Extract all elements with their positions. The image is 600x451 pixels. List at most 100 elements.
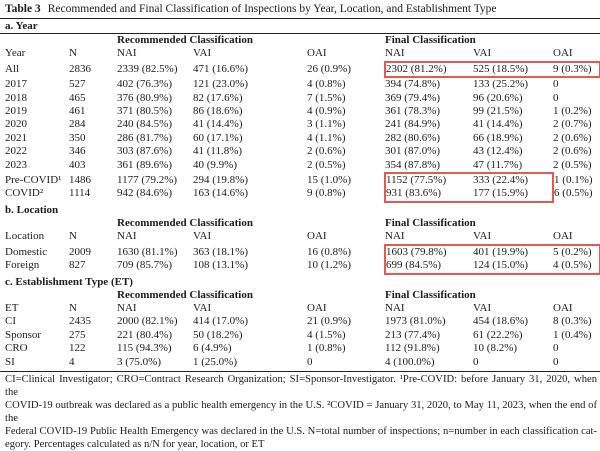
table-cell: 0: [553, 91, 559, 104]
column-header: N: [69, 230, 77, 243]
table-cell: 133 (25.2%): [473, 78, 529, 91]
table-row: CI 2435 2000 (82.1%) 414 (17.0%) 21 (0.9%) 19…: [0, 315, 600, 328]
table-cell: 86 (18.6%): [193, 105, 243, 118]
table-cell: 2 (0.6%): [553, 131, 592, 144]
spacer-cell: [0, 34, 117, 47]
table-cell: 354 (87.8%): [385, 158, 441, 171]
group-header-row: Recommended Classification Final Classifi…: [0, 34, 600, 47]
table-row: 2023 403 361 (89.6%) 40 (9.9%) 2 (0.5%) 354 (…: [0, 159, 600, 173]
table-cell: 350: [69, 131, 86, 144]
table-cell: 1114: [69, 187, 91, 200]
table-cell: 6 (0.5%): [554, 187, 593, 200]
table-row: 2017 527 402 (76.3%) 121 (23.0%) 4 (0.8%) 394…: [0, 77, 600, 91]
row-label: 2020: [5, 118, 27, 131]
highlighted-cell: 124 (15.0%): [473, 259, 554, 275]
column-header: OAI: [307, 230, 327, 243]
row-label: Foreign: [5, 259, 40, 272]
table-cell: 0: [553, 342, 559, 355]
table-cell: 275: [69, 328, 86, 341]
table-cell: 40 (9.9%): [193, 158, 237, 171]
table-cell: 361 (78.3%): [385, 105, 441, 118]
table-cell: 4 (0.9%): [307, 105, 346, 118]
column-header: NAI: [117, 47, 137, 60]
group-header-row: Recommended Classification Final Classifi…: [0, 217, 600, 230]
table-cell: 121 (23.0%): [193, 78, 248, 91]
table-cell: 465: [69, 91, 86, 104]
table-cell: 527: [69, 78, 86, 91]
recommended-classification-header: Recommended Classification: [117, 34, 253, 46]
table-cell: 2435: [69, 315, 91, 328]
row-label: All: [5, 62, 20, 75]
table-cell: 2 (0.6%): [307, 145, 346, 158]
table-cell: 10 (8.2%): [473, 342, 518, 355]
footnote-line: COVID-19 outbreak was declared as a publ…: [5, 399, 597, 424]
table-cell: 241 (84.9%): [385, 118, 441, 131]
table-row: 2018 465 376 (80.9%) 82 (17.6%) 7 (1.5%) 369 …: [0, 92, 600, 105]
table-cell: 4 (1.1%): [307, 131, 346, 144]
row-label: SI: [5, 355, 15, 368]
table-sections: a. Year Recommended Classification Final C…: [0, 19, 600, 369]
table-row: COVID² 1114 942 (84.6%) 163 (14.6%) 9 (0.8%)…: [0, 187, 600, 203]
highlighted-cell: 525 (18.5%): [473, 60, 554, 79]
table-cell: 47 (11.7%): [473, 158, 523, 171]
table-cell: 394 (74.8%): [385, 78, 441, 91]
table-cell: 942 (84.6%): [117, 187, 172, 200]
table-cell: 1486: [69, 174, 91, 187]
table-row: Pre-COVID¹ 1486 1177 (79.2%) 294 (19.8%) 15 …: [0, 172, 600, 188]
highlighted-cell: 401 (19.9%): [473, 243, 554, 260]
footnote: CI=Clinical Investigator; CRO=Contract R…: [0, 372, 600, 451]
column-header-row: ET N NAI VAI OAI NAI VAI OAI: [0, 302, 600, 315]
table-cell: 0: [473, 355, 479, 368]
table-cell: 286 (81.7%): [117, 131, 172, 144]
table-cell: 2339 (82.5%): [117, 62, 178, 75]
column-header: Year: [5, 47, 26, 60]
spacer-cell: [0, 289, 117, 302]
table-cell: 414 (17.0%): [193, 315, 248, 328]
table-caption: Recommended and Final Classification of …: [47, 3, 497, 15]
column-header: N: [69, 301, 77, 314]
table-cell: 112 (91.8%): [385, 342, 440, 355]
table-cell: 371 (80.5%): [117, 105, 172, 118]
table-cell: 4 (100.0%): [385, 355, 435, 368]
table-cell: 454 (18.6%): [473, 315, 529, 328]
table-cell: 6 (4.9%): [193, 342, 232, 355]
highlighted-cell: 9 (0.3%): [553, 60, 600, 79]
table-row: CRO 122 115 (94.3%) 6 (4.9%) 1 (0.8%) 112 (91…: [0, 342, 600, 355]
table-cell: 66 (18.9%): [473, 131, 523, 144]
highlighted-cell: 2302 (81.2%): [384, 60, 474, 79]
table-cell: 301 (87.0%): [385, 145, 441, 158]
table-cell: 1177 (79.2%): [117, 174, 178, 187]
footnote-line: CI=Clinical Investigator; CRO=Contract R…: [5, 373, 597, 398]
table-cell: 2836: [69, 62, 91, 75]
recommended-classification-header: Recommended Classification: [117, 216, 253, 229]
column-header: OAI: [553, 301, 573, 314]
table-cell: 284: [69, 118, 86, 131]
row-label: CRO: [5, 342, 28, 355]
table-cell: 7 (1.5%): [307, 91, 346, 104]
classification-table-location: Recommended Classification Final Classifi…: [0, 217, 600, 275]
column-header: OAI: [307, 301, 327, 314]
group-header-row: Recommended Classification Final Classifi…: [0, 289, 600, 302]
column-header: VAI: [193, 47, 212, 60]
table-cell: 294 (19.8%): [193, 174, 248, 187]
table-cell: 99 (21.5%): [473, 105, 523, 118]
footnote-line: Federal COVID-19 Public Health Emergency…: [5, 425, 597, 437]
table-cell: 2 (0.5%): [307, 158, 346, 171]
row-label: Sponsor: [5, 328, 42, 341]
table-cell: 115 (94.3%): [117, 342, 172, 355]
table-cell: 403: [69, 158, 86, 171]
row-label: Domestic: [5, 245, 48, 258]
column-header: N: [69, 47, 77, 60]
table-row: Foreign 827 709 (85.7%) 108 (13.1%) 10 (1.2%…: [0, 259, 600, 275]
table-cell: 1 (0.2%): [553, 105, 592, 118]
table-cell: 1973 (81.0%): [385, 315, 446, 328]
table-cell: 471 (16.6%): [193, 62, 248, 75]
table-cell: 82 (17.6%): [193, 91, 243, 104]
table-row: 2021 350 286 (81.7%) 60 (17.1%) 4 (1.1%) 282 …: [0, 132, 600, 145]
table-cell: 16 (0.8%): [307, 245, 351, 258]
table-row: Domestic 2009 1630 (81.1%) 363 (18.1%) 16 (0…: [0, 243, 600, 260]
highlighted-cell: 4 (0.5%): [553, 259, 600, 275]
table-cell: 9 (0.8%): [307, 187, 346, 200]
column-header: VAI: [473, 301, 492, 314]
